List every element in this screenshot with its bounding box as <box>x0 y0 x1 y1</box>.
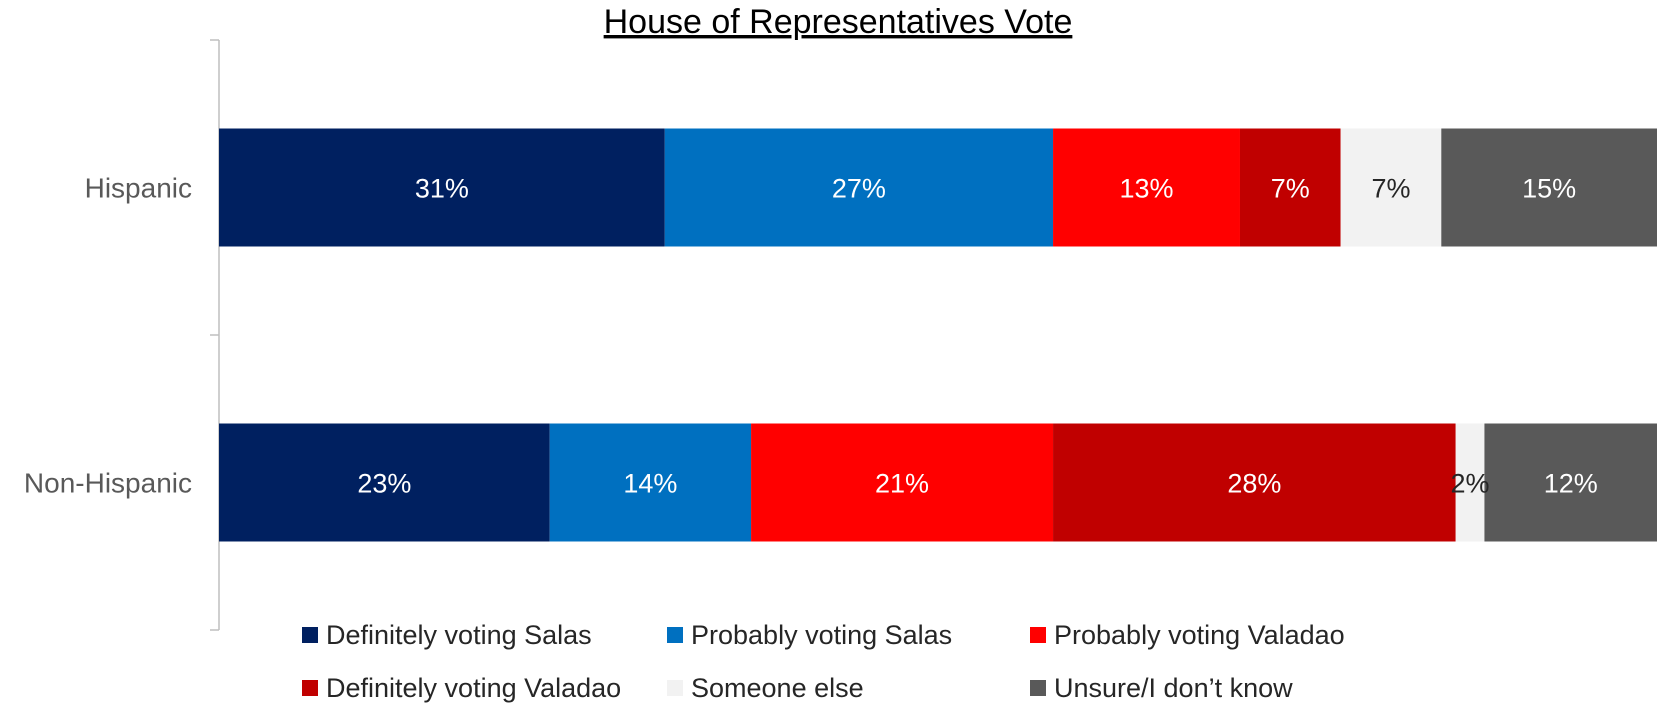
legend-label: Unsure/I don’t know <box>1054 673 1293 703</box>
legend: Definitely voting Salas Probably voting S… <box>302 620 1345 703</box>
bar-segment <box>1239 128 1341 247</box>
data-label: 12% <box>1544 469 1598 499</box>
category-label: Hispanic <box>85 173 192 204</box>
data-label: 14% <box>623 469 677 499</box>
category-label: Non-Hispanic <box>24 468 192 499</box>
bar-segment <box>1455 423 1485 542</box>
bar-segment <box>1053 423 1456 542</box>
bar-segment <box>751 423 1054 542</box>
data-label: 2% <box>1451 469 1490 499</box>
bar-segment <box>1053 128 1240 247</box>
data-label: 7% <box>1271 174 1310 204</box>
bar-segment <box>1340 128 1442 247</box>
data-label: 31% <box>415 174 469 204</box>
legend-swatch <box>302 680 318 696</box>
bars-group <box>219 128 1657 542</box>
legend-swatch <box>1030 680 1046 696</box>
legend-label: Definitely voting Salas <box>326 620 592 650</box>
bar-segment <box>549 423 752 542</box>
bar-segment <box>219 423 550 542</box>
bar-segment <box>1484 423 1657 542</box>
data-labels-group: 31% 27% 13% 7% 7% 15% 23% 14% 21% 28% 2% 12% <box>357 174 1597 499</box>
legend-label: Definitely voting Valadao <box>326 673 621 703</box>
legend-swatch <box>1030 627 1046 643</box>
data-label: 7% <box>1371 174 1410 204</box>
data-label: 28% <box>1227 469 1281 499</box>
data-label: 27% <box>832 174 886 204</box>
legend-swatch <box>667 680 683 696</box>
data-label: 21% <box>875 469 929 499</box>
legend-swatch <box>667 627 683 643</box>
category-axis: Hispanic Non-Hispanic <box>24 39 220 631</box>
bar-segment <box>1441 128 1657 247</box>
legend-swatch <box>302 627 318 643</box>
data-label: 23% <box>357 469 411 499</box>
legend-label: Someone else <box>691 673 864 703</box>
bar-segment <box>219 128 665 247</box>
bar-segment <box>664 128 1054 247</box>
chart-title: House of Representatives Vote <box>604 3 1073 41</box>
legend-label: Probably voting Salas <box>691 620 952 650</box>
data-label: 13% <box>1119 174 1173 204</box>
data-label: 15% <box>1522 174 1576 204</box>
legend-label: Probably voting Valadao <box>1054 620 1345 650</box>
